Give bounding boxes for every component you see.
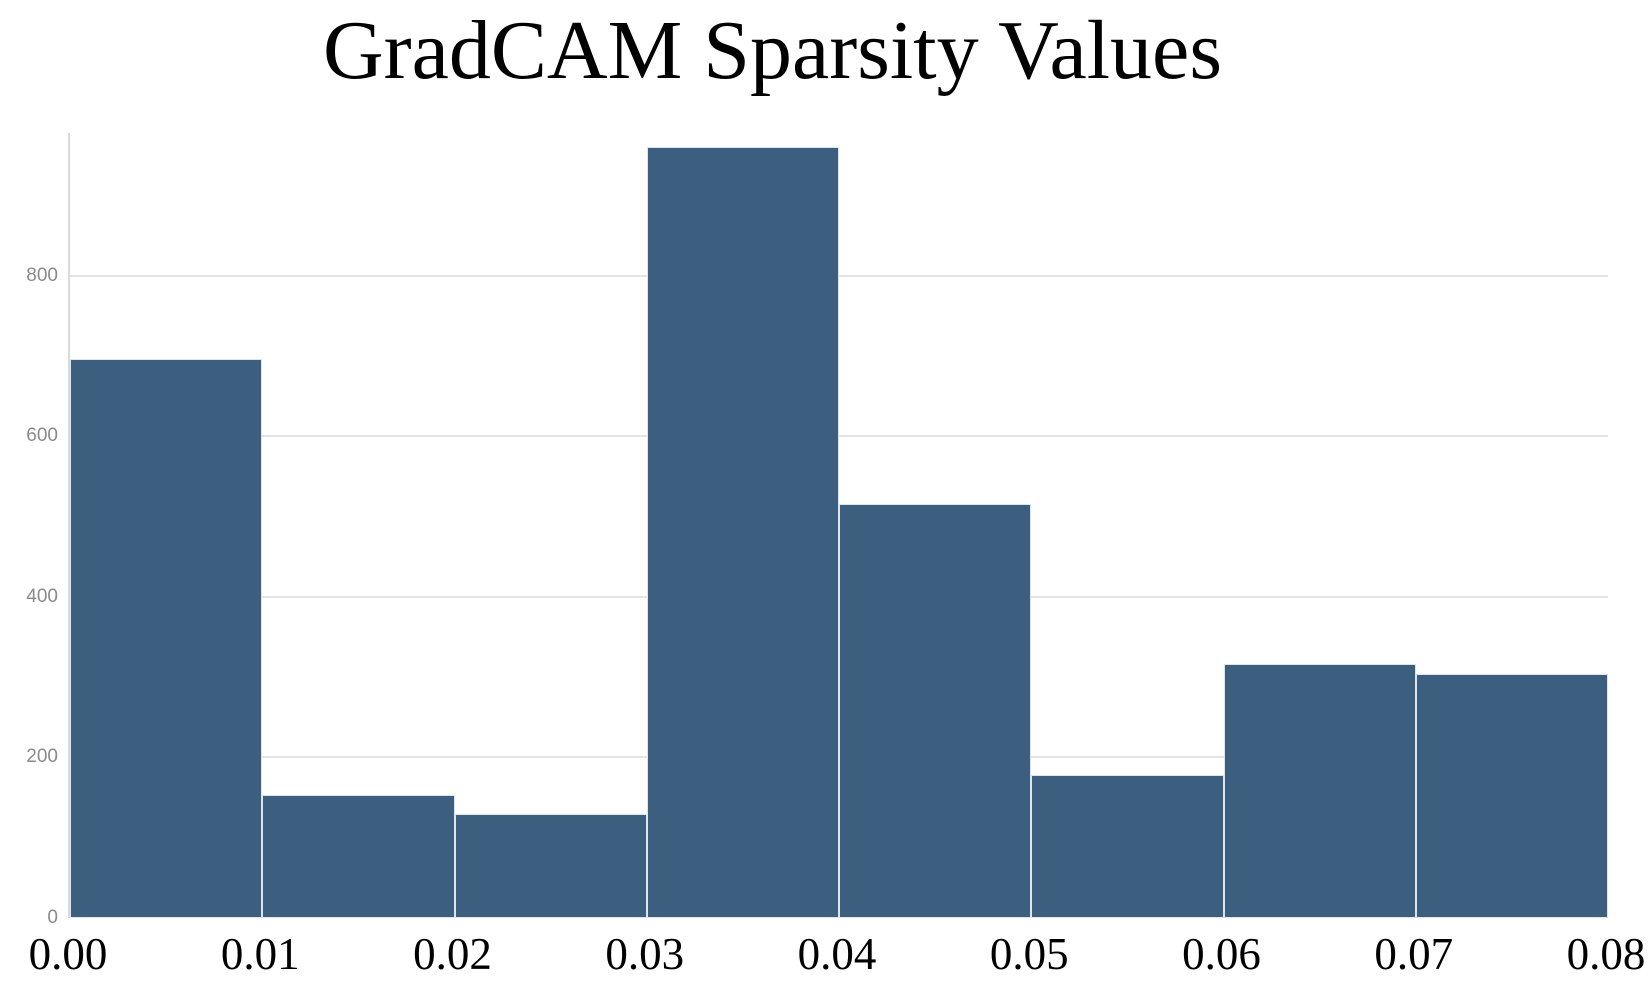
histogram-bar-0.00-0.01 xyxy=(70,358,263,918)
x-tick-label-0.00: 0.00 xyxy=(28,929,108,979)
x-axis-tick-labels: 0.00 0.01 0.02 0.03 0.04 0.05 0.06 0.07 0.08 xyxy=(29,928,1646,988)
histogram-bar-0.03-0.04 xyxy=(646,147,839,918)
gridline-600 xyxy=(70,435,1608,438)
y-tick-label-600: 600 xyxy=(26,425,58,447)
y-tick-label-400: 400 xyxy=(26,585,58,607)
x-tick-label-0.03: 0.03 xyxy=(605,929,685,979)
histogram-bar-0.01-0.02 xyxy=(262,795,455,918)
plot-area xyxy=(68,133,1608,918)
x-tick-label-0.04: 0.04 xyxy=(797,929,877,979)
x-tick-label-0.08: 0.08 xyxy=(1566,929,1646,979)
x-tick-label-0.05: 0.05 xyxy=(989,929,1069,979)
bars-layer xyxy=(70,133,1608,918)
x-tick-label-0.01: 0.01 xyxy=(220,929,300,979)
histogram-bar-0.05-0.06 xyxy=(1031,775,1224,918)
histogram-bar-0.04-0.05 xyxy=(839,503,1032,918)
x-axis-line xyxy=(70,917,1608,918)
histogram-bar-0.06-0.07 xyxy=(1223,663,1416,918)
x-tick-label-0.07: 0.07 xyxy=(1374,929,1454,979)
x-tick-label-0.02: 0.02 xyxy=(413,929,492,979)
histogram-bar-0.02-0.03 xyxy=(454,813,647,918)
y-tick-label-800: 800 xyxy=(26,264,58,286)
x-tick-label-0.06: 0.06 xyxy=(1182,929,1261,979)
y-tick-label-0: 0 xyxy=(47,907,58,928)
gridline-800 xyxy=(70,274,1608,277)
chart-title: GradCAM Sparsity Values xyxy=(322,4,1223,97)
histogram-bar-0.07-0.08 xyxy=(1415,674,1608,918)
y-tick-label-200: 200 xyxy=(26,746,58,768)
